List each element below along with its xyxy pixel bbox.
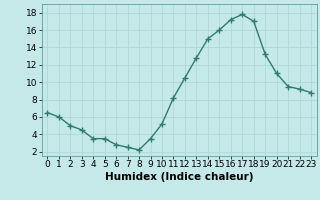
X-axis label: Humidex (Indice chaleur): Humidex (Indice chaleur) [105, 172, 253, 182]
